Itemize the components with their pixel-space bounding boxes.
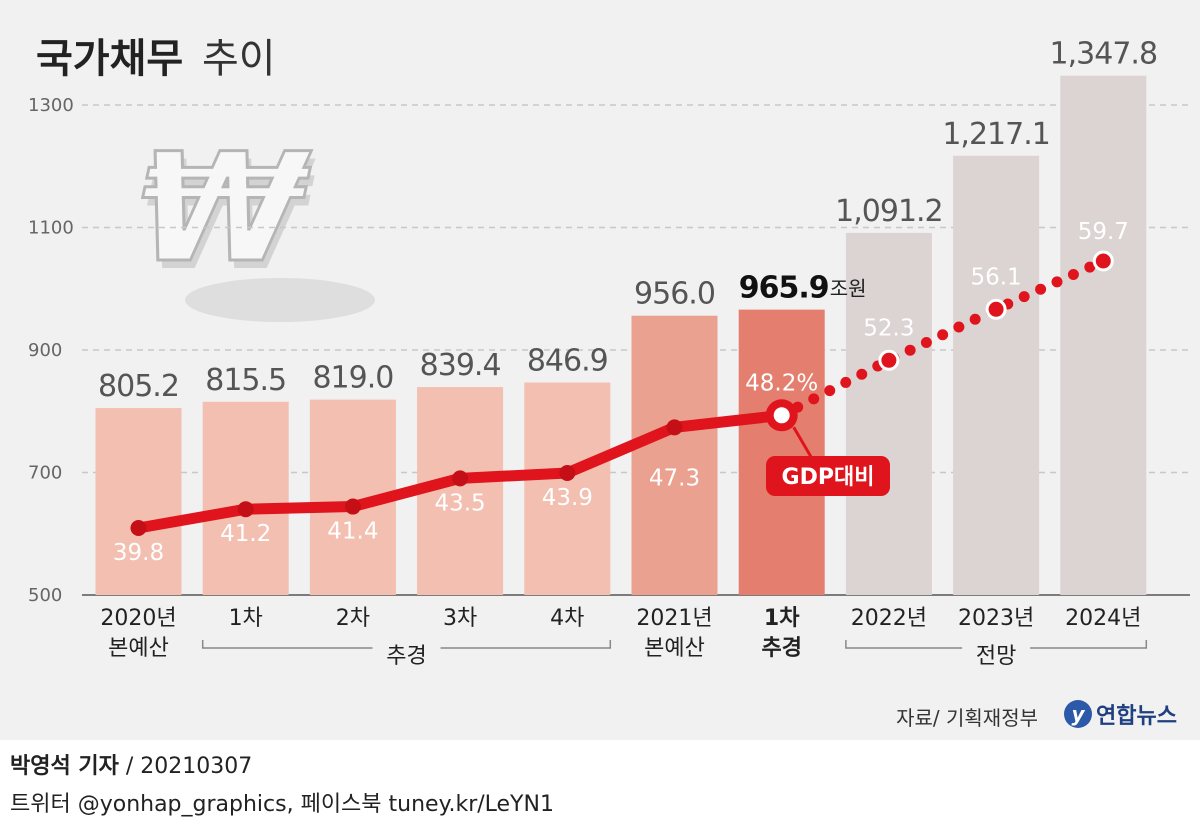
bar [202,401,289,595]
gdp-point [452,470,469,487]
gdp-ratio-label: 43.5 [434,490,485,516]
gdp-badge-label: GDP대비 [782,465,875,490]
footer: 박영석 기자 / 20210307 트위터 @yonhap_graphics, … [0,740,1200,830]
bar [631,315,718,595]
category-label: 2024년 [1065,606,1141,631]
y-tick-label: 900 [28,340,62,361]
gdp-ratio-label: 56.1 [970,264,1021,290]
bar [1060,75,1147,595]
category-sublabel: 본예산 [644,636,705,661]
gdp-point [666,419,683,436]
category-label: 3차 [443,606,477,631]
gdp-ratio-label: 59.7 [1078,219,1129,245]
category-label: 2023년 [958,606,1034,631]
bar [524,382,611,595]
unit-label: 조원 [830,277,867,301]
category-sublabel: 본예산 [108,636,169,661]
bar-value-label: 819.0 [312,361,393,396]
svg-text:₩: ₩ [120,121,323,296]
bar [845,232,932,595]
category-label: 2022년 [851,606,927,631]
bar-value-label: 1,347.8 [1050,37,1158,72]
gdp-ratio-label: 48.2% [745,370,818,396]
chart-title: 국가채무 [36,36,183,82]
yonhap-logo-icon: y [1064,700,1092,728]
gdp-line-forecast [776,255,1109,421]
y-tick-label: 700 [28,463,62,484]
bar [738,309,825,595]
y-tick-label: 1100 [28,218,74,239]
gdp-ratio-label: 43.9 [542,485,593,511]
bar-value-label: 846.9 [527,344,608,379]
y-tick-label: 500 [28,585,62,606]
bar [953,155,1040,595]
category-label: 2020년 [100,606,176,631]
gdp-badge [766,456,890,496]
bar-value-label: 965.9 [739,271,829,306]
group-label: 전망 [976,644,1016,669]
chart-subtitle: 추이 [202,36,276,82]
won-sign-icon: ₩ ₩ [118,119,375,322]
credit-line: 박영석 기자 / 20210307 [10,754,253,779]
bar-value-label: 1,091.2 [835,194,943,229]
group-bracket [201,640,612,649]
gdp-ratio-label: 47.3 [649,465,700,491]
gdp-point [130,520,147,536]
chart-area: 국가채무 추이 ₩ ₩ 1300 1100 900 700 500 805.2 815.5… [0,0,1200,740]
bar-value-label: 805.2 [98,369,179,404]
category-label: 4차 [550,606,584,631]
gdp-point [344,498,361,515]
reporter: 박영석 기자 [10,754,119,779]
svg-text:₩: ₩ [124,129,327,304]
gdp-ratio-label: 41.2 [220,521,271,547]
group-bracket [845,640,1148,649]
gdp-ratio-label: 41.4 [327,519,378,545]
social-line: 트위터 @yonhap_graphics, 페이스북 tuney.kr/LeYN… [10,792,554,817]
logo-text: 연합뉴스 [1096,704,1177,729]
category-label: 2021년 [636,606,712,631]
bar-value-label: 956.0 [634,277,715,312]
bar-value-label: 1,217.1 [942,117,1050,152]
group-label: 추경 [386,644,426,669]
gdp-point-forecast [985,298,1007,320]
gdp-ratio-label: 39.8 [113,540,164,566]
category-label: 2차 [336,606,370,631]
gdp-ratio-label: 52.3 [863,315,914,341]
chart-svg: 국가채무 추이 ₩ ₩ 1300 1100 900 700 500 805.2 815.5… [28,36,1190,669]
gdp-point-forecast [878,349,900,371]
bar-value-label: 839.4 [420,348,501,383]
category-label: 1차 [229,606,263,631]
gdp-point [237,501,254,518]
gdp-badge-pointer [792,426,813,459]
date: 20210307 [140,754,253,779]
logo: y 연합뉴스 [1064,698,1177,730]
category-sublabel: 추경 [761,636,801,661]
gdp-point-highlight-core [773,407,790,424]
category-label: 1차 [764,606,800,631]
y-tick-label: 1300 [28,95,74,116]
source-label: 자료/ 기획재정부 [896,706,1038,730]
gdp-point [559,464,576,481]
bar-value-label: 815.5 [205,363,286,398]
gdp-point-forecast [1092,250,1114,272]
bar [95,408,182,595]
